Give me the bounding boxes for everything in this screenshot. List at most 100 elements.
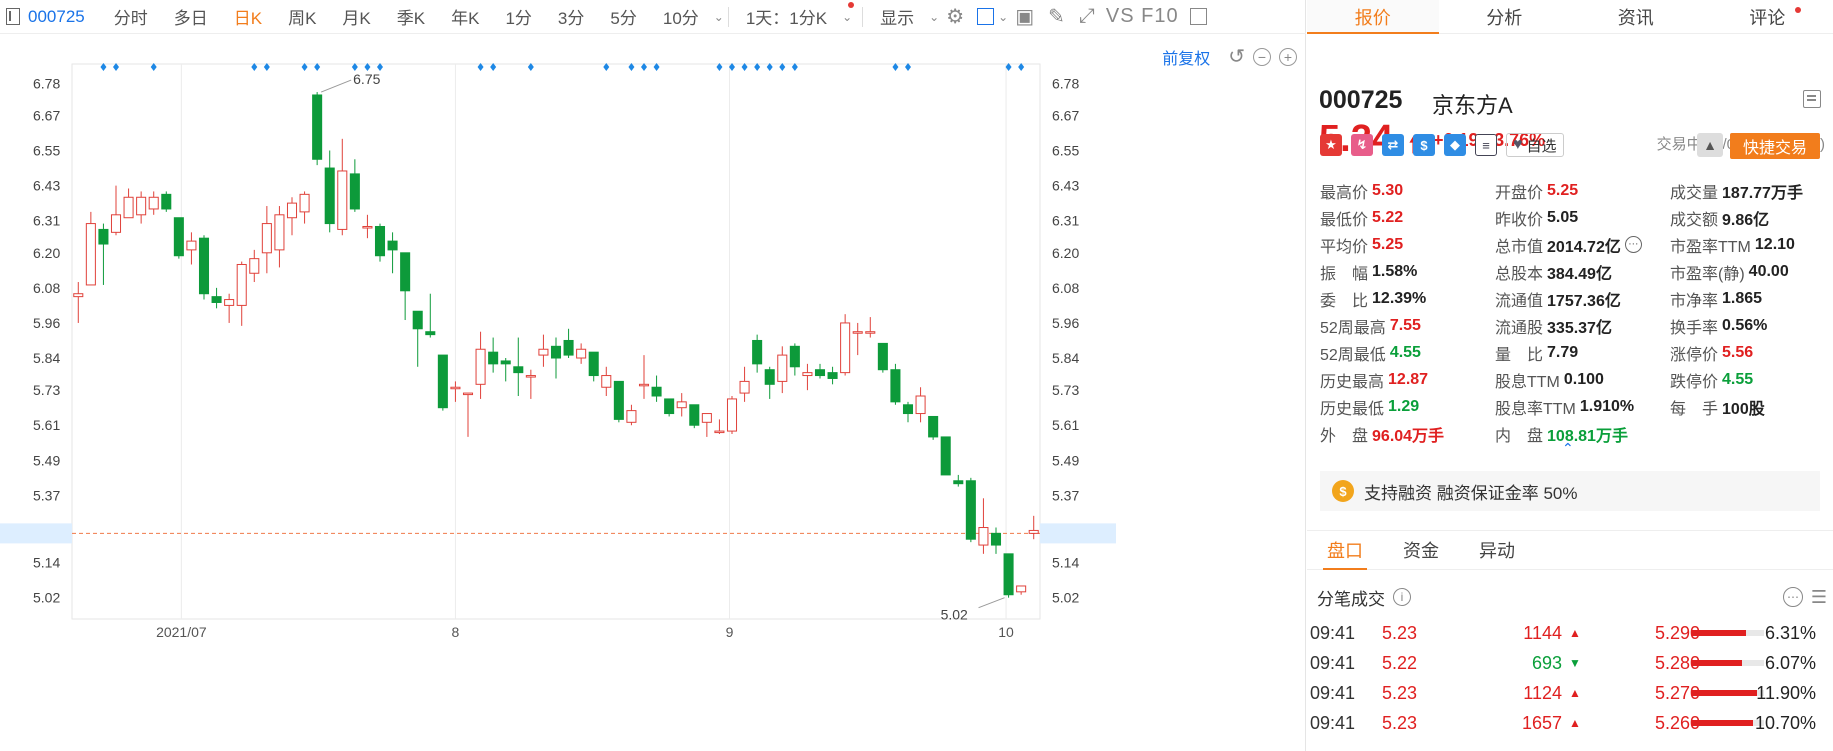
- chevron-down-icon[interactable]: ⌄: [713, 9, 724, 24]
- zoom-out-icon[interactable]: −: [1253, 47, 1271, 66]
- candle-body[interactable]: [136, 196, 147, 216]
- event-marker-icon[interactable]: [301, 63, 308, 71]
- stock-code-link[interactable]: 000725: [28, 6, 85, 26]
- event-marker-icon[interactable]: [905, 63, 911, 71]
- event-marker-icon[interactable]: [754, 63, 761, 71]
- candle-body[interactable]: [400, 252, 411, 292]
- candle-body[interactable]: [840, 322, 851, 374]
- tag-icon[interactable]: ◆: [1444, 134, 1466, 156]
- candle-body[interactable]: [689, 404, 700, 426]
- candle-body[interactable]: [1003, 553, 1014, 596]
- event-marker-icon[interactable]: [1005, 63, 1012, 71]
- hk-connect-icon[interactable]: ↯: [1351, 134, 1373, 156]
- candle-body[interactable]: [676, 401, 687, 409]
- event-marker-icon[interactable]: [729, 63, 735, 71]
- candle-body[interactable]: [1028, 529, 1039, 534]
- candle-body[interactable]: [701, 413, 712, 423]
- candle-body[interactable]: [576, 348, 587, 359]
- event-marker-icon[interactable]: [314, 63, 321, 71]
- bell-icon[interactable]: ▲: [1697, 133, 1723, 157]
- swap-icon[interactable]: ⇄: [1382, 134, 1404, 156]
- event-marker-icon[interactable]: [741, 63, 748, 71]
- candle-body[interactable]: [789, 345, 800, 368]
- fuquan-select[interactable]: 前复权: [1162, 50, 1211, 68]
- candle-body[interactable]: [261, 223, 272, 254]
- candle-body[interactable]: [513, 366, 524, 374]
- candle-body[interactable]: [1016, 585, 1027, 593]
- chevron-down-icon[interactable]: ⌄: [929, 9, 940, 24]
- candle-body[interactable]: [764, 369, 775, 385]
- period-tab-fenshi[interactable]: 分时: [113, 9, 148, 28]
- candle-body[interactable]: [978, 527, 989, 546]
- candle-body[interactable]: [85, 223, 96, 286]
- reset-icon[interactable]: ↺: [1228, 46, 1245, 68]
- event-marker-icon[interactable]: [641, 63, 647, 71]
- dollar-icon[interactable]: $: [1413, 134, 1435, 156]
- tab-analysis[interactable]: 分析: [1486, 7, 1523, 28]
- event-marker-icon[interactable]: [716, 63, 723, 71]
- candle-body[interactable]: [374, 225, 386, 257]
- candle-body[interactable]: [651, 386, 662, 397]
- candle-body[interactable]: [349, 173, 360, 210]
- event-marker-icon[interactable]: [527, 63, 534, 71]
- candle-body[interactable]: [827, 372, 838, 379]
- info-icon[interactable]: i: [1393, 588, 1411, 606]
- candle-body[interactable]: [538, 348, 549, 356]
- tab-fund-flow[interactable]: 资金: [1403, 541, 1439, 561]
- candle-body[interactable]: [500, 360, 511, 365]
- candle-body[interactable]: [814, 369, 826, 377]
- candle-body[interactable]: [337, 170, 348, 230]
- event-marker-icon[interactable]: [791, 63, 798, 71]
- display-menu[interactable]: 显示: [880, 9, 915, 28]
- list-view-icon[interactable]: ☰: [1810, 586, 1827, 607]
- candle-body[interactable]: [224, 299, 235, 306]
- candle-body[interactable]: [777, 354, 788, 382]
- candle-body[interactable]: [890, 369, 901, 403]
- event-marker-icon[interactable]: [351, 63, 358, 71]
- candle-body[interactable]: [198, 237, 210, 295]
- period-tab-5min[interactable]: 5分: [610, 9, 637, 28]
- candle-body[interactable]: [437, 354, 448, 409]
- period-tab-day-k[interactable]: 日K: [233, 9, 263, 28]
- candle-body[interactable]: [752, 339, 763, 365]
- tab-movement[interactable]: 异动: [1479, 541, 1515, 561]
- sidebar-toggle-icon[interactable]: [6, 8, 20, 25]
- candle-body[interactable]: [902, 404, 914, 415]
- add-watchlist-button[interactable]: ♥ 自选: [1506, 133, 1564, 157]
- candle-body[interactable]: [312, 94, 323, 160]
- candle-body[interactable]: [274, 214, 285, 251]
- candle-body[interactable]: [123, 196, 134, 219]
- event-marker-icon[interactable]: [251, 63, 258, 71]
- event-marker-icon[interactable]: [150, 63, 157, 71]
- event-marker-icon[interactable]: [603, 63, 610, 71]
- candle-body[interactable]: [425, 331, 436, 336]
- pencil-icon[interactable]: ✎: [1048, 6, 1065, 28]
- tab-orderbook[interactable]: 盘口: [1307, 531, 1383, 570]
- candle-body[interactable]: [211, 296, 222, 303]
- candle-body[interactable]: [286, 202, 298, 219]
- candle-body[interactable]: [324, 167, 335, 225]
- period-tab-month-k[interactable]: 月K: [342, 9, 371, 28]
- candle-body[interactable]: [236, 263, 247, 306]
- panel-toggle-icon[interactable]: [1189, 8, 1207, 25]
- cn-flag-icon[interactable]: ★: [1320, 134, 1342, 156]
- candle-body[interactable]: [990, 532, 1002, 546]
- event-marker-icon[interactable]: [490, 63, 497, 71]
- period-tab-1min[interactable]: 1分: [505, 9, 532, 28]
- candle-body[interactable]: [161, 193, 172, 210]
- candle-body[interactable]: [249, 258, 260, 274]
- chart-color-icon[interactable]: [977, 8, 995, 25]
- candle-body[interactable]: [173, 217, 184, 257]
- candle-body[interactable]: [488, 351, 499, 365]
- period-tab-quarter-k[interactable]: 季K: [396, 9, 426, 28]
- event-marker-icon[interactable]: [477, 63, 484, 71]
- candle-body[interactable]: [953, 480, 964, 485]
- zoom-in-icon[interactable]: +: [1279, 47, 1297, 66]
- chevron-down-icon[interactable]: ⌄: [998, 9, 1009, 24]
- more-icon[interactable]: ⋯: [1624, 236, 1642, 253]
- candle-body[interactable]: [726, 398, 738, 432]
- candle-body[interactable]: [387, 240, 398, 251]
- event-marker-icon[interactable]: [263, 63, 270, 71]
- event-marker-icon[interactable]: [113, 63, 119, 71]
- event-marker-icon[interactable]: [100, 63, 107, 71]
